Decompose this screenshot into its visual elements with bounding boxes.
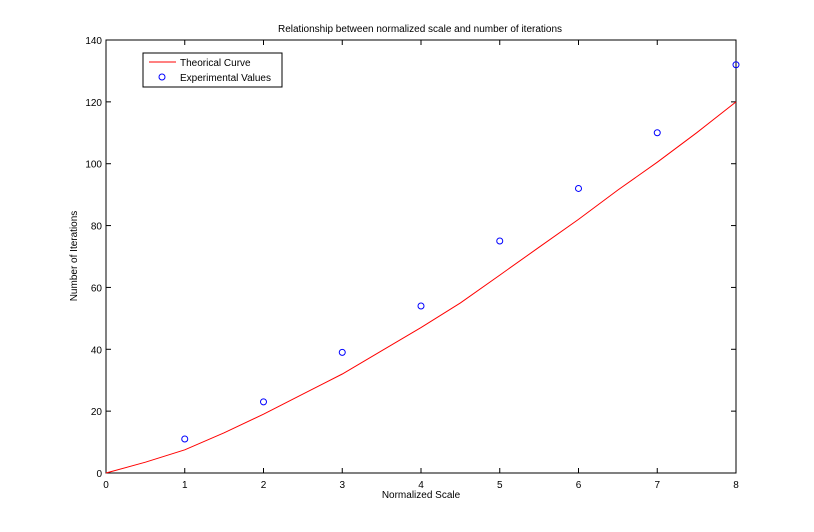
plot-area [105, 39, 737, 474]
x-tick-label: 1 [182, 480, 188, 491]
series-layer [105, 61, 740, 474]
y-tick-label: 120 [85, 98, 102, 109]
x-tick-label: 3 [339, 480, 345, 491]
x-axis-label: Normalized Scale [382, 490, 461, 501]
y-tick-label: 40 [91, 345, 103, 356]
data-point-experimental-value [260, 398, 267, 406]
x-tick-label: 6 [576, 480, 582, 491]
y-axis-label: Number of Iterations [69, 211, 80, 302]
series-line-theorical-curve [105, 101, 737, 474]
data-point-experimental-value [417, 302, 425, 310]
x-tick-label: 2 [261, 480, 267, 491]
data-point-experimental-value [181, 435, 189, 443]
data-point-experimental-value [732, 61, 740, 69]
y-tick-label: 60 [91, 283, 103, 294]
legend-label-experimental-values: Experimental Values [180, 73, 271, 84]
y-tick-label: 140 [85, 36, 102, 47]
y-tick-label: 80 [91, 222, 103, 233]
y-tick-label: 100 [85, 160, 102, 171]
legend: Theorical Curve Experimental Values [142, 52, 283, 88]
x-tick-label: 4 [418, 480, 424, 491]
y-tick-label: 20 [91, 407, 103, 418]
legend-label-theorical-curve: Theorical Curve [180, 58, 251, 69]
legend-swatch-marker [158, 73, 166, 81]
x-tick-label: 5 [497, 480, 503, 491]
x-tick-label: 7 [654, 480, 660, 491]
chart-title: Relationship between normalized scale an… [278, 24, 562, 35]
legend-box [142, 52, 283, 88]
data-point-experimental-value [653, 129, 661, 137]
data-point-experimental-value [338, 348, 346, 356]
x-tick-label: 8 [733, 480, 739, 491]
y-tick-label: 0 [96, 469, 102, 480]
data-point-experimental-value [496, 237, 504, 245]
data-point-experimental-value [575, 184, 582, 192]
x-tick-label: 0 [103, 480, 109, 491]
